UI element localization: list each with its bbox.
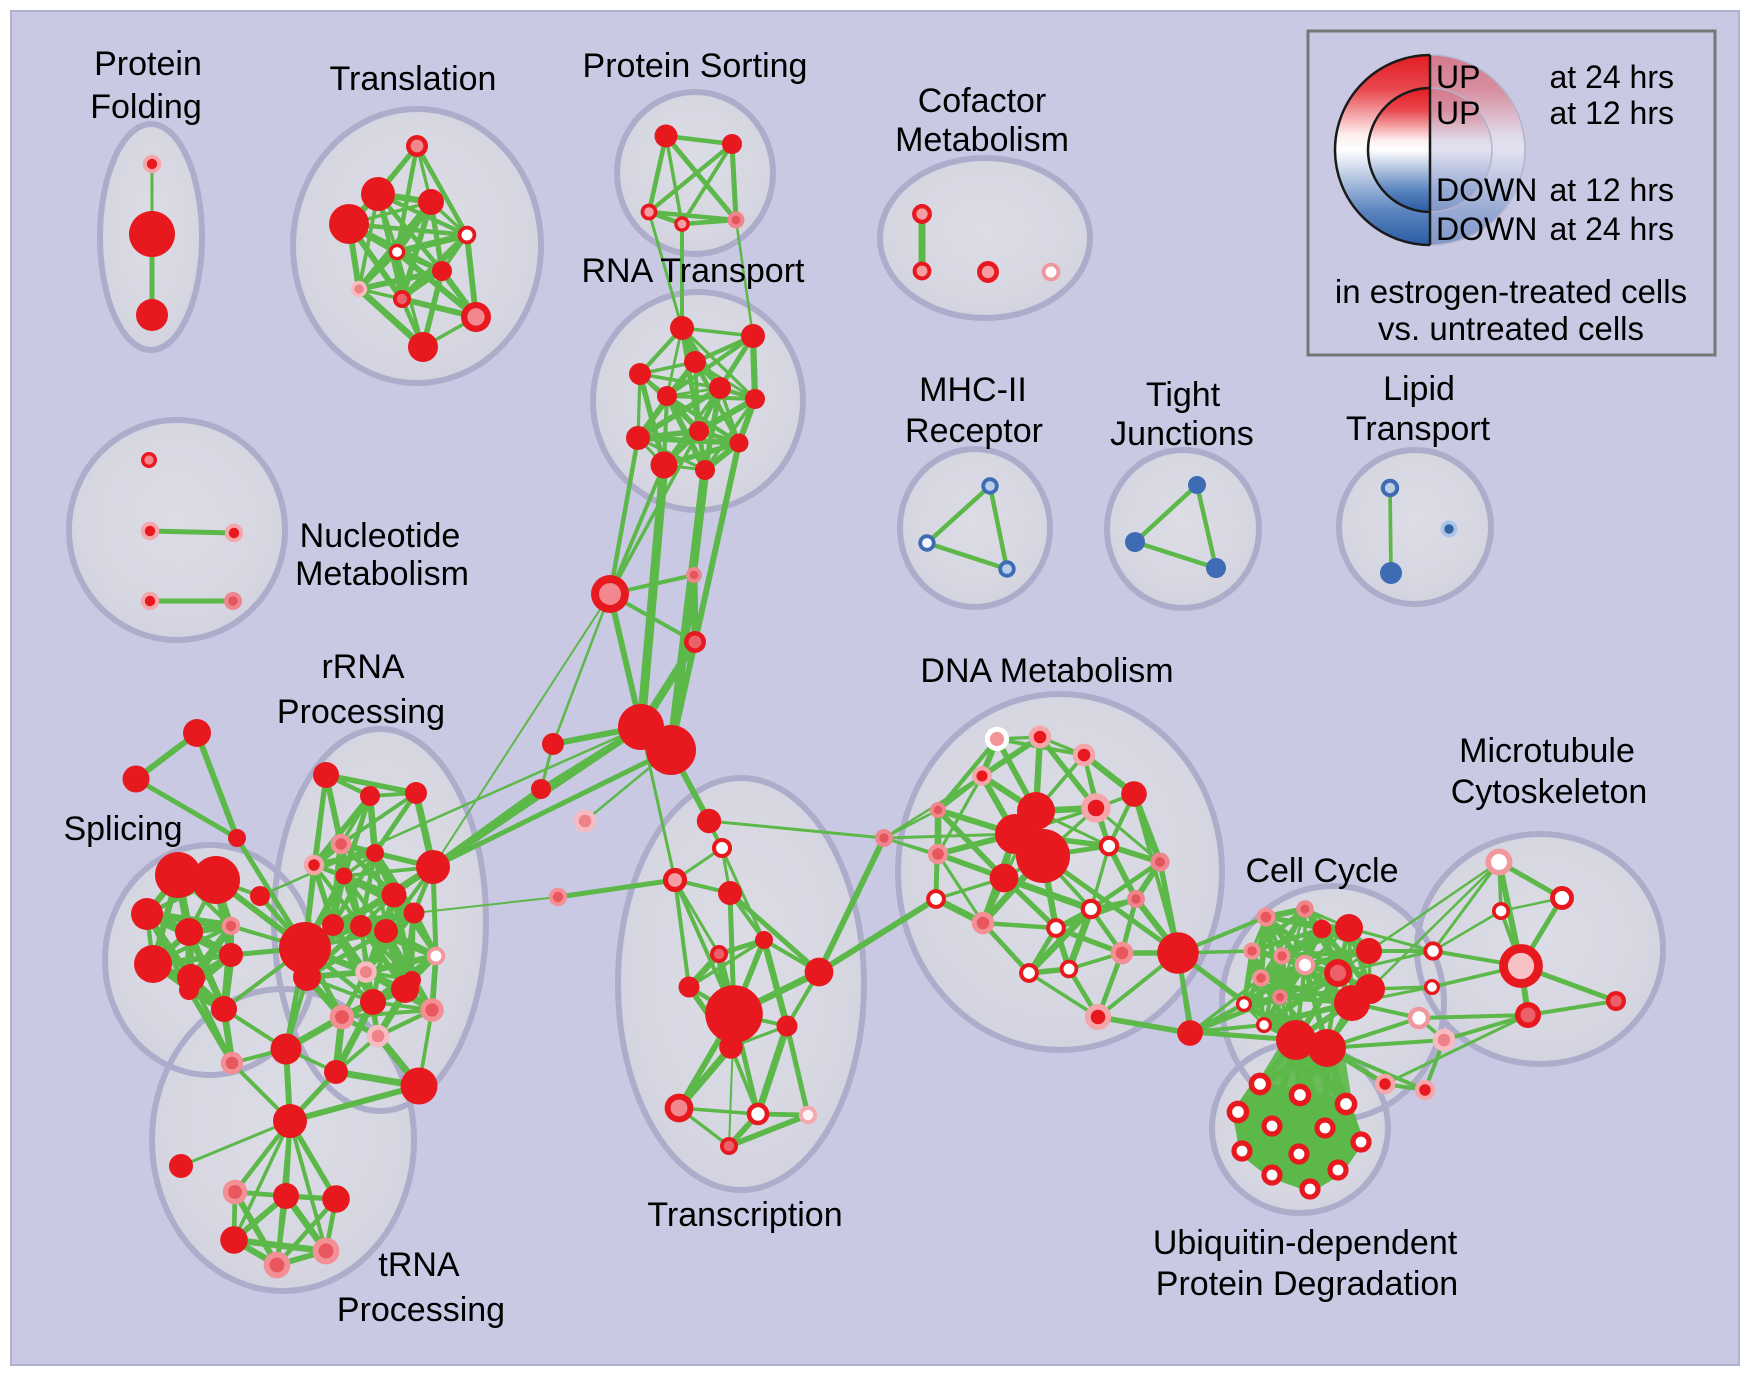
svg-text:Cell Cycle: Cell Cycle <box>1245 852 1398 890</box>
svg-text:UP: UP <box>1436 95 1480 131</box>
svg-text:Cofactor: Cofactor <box>918 82 1047 120</box>
svg-text:Folding: Folding <box>90 88 202 126</box>
svg-text:Junctions: Junctions <box>1110 415 1254 453</box>
svg-text:in estrogen-treated cells: in estrogen-treated cells <box>1335 273 1687 310</box>
svg-text:at 24 hrs: at 24 hrs <box>1549 211 1674 247</box>
svg-text:tRNA: tRNA <box>378 1246 460 1284</box>
svg-text:DOWN: DOWN <box>1436 172 1537 208</box>
svg-text:Processing: Processing <box>277 693 445 731</box>
svg-text:Metabolism: Metabolism <box>895 121 1069 159</box>
svg-text:at 12 hrs: at 12 hrs <box>1549 95 1674 131</box>
svg-text:Nucleotide: Nucleotide <box>300 517 461 555</box>
svg-text:Receptor: Receptor <box>905 412 1043 450</box>
svg-text:Cytoskeleton: Cytoskeleton <box>1451 773 1648 811</box>
svg-text:Lipid: Lipid <box>1383 370 1455 408</box>
svg-text:rRNA: rRNA <box>321 648 404 686</box>
svg-text:Processing: Processing <box>337 1291 505 1329</box>
svg-text:UP: UP <box>1436 59 1480 95</box>
svg-text:at 24 hrs: at 24 hrs <box>1549 59 1674 95</box>
svg-text:vs. untreated cells: vs. untreated cells <box>1378 310 1644 347</box>
svg-text:RNA Transport: RNA Transport <box>582 252 806 290</box>
svg-text:Splicing: Splicing <box>63 810 182 848</box>
svg-text:Microtubule: Microtubule <box>1459 732 1635 770</box>
svg-text:Protein: Protein <box>94 45 202 83</box>
svg-text:Protein Sorting: Protein Sorting <box>583 47 808 85</box>
svg-text:Ubiquitin-dependent: Ubiquitin-dependent <box>1153 1224 1458 1262</box>
svg-text:MHC-II: MHC-II <box>919 371 1027 409</box>
svg-text:DNA Metabolism: DNA Metabolism <box>920 652 1173 690</box>
svg-text:Metabolism: Metabolism <box>295 555 469 593</box>
svg-text:Protein Degradation: Protein Degradation <box>1156 1265 1458 1303</box>
svg-text:Transport: Transport <box>1346 410 1491 448</box>
svg-text:Tight: Tight <box>1146 376 1221 414</box>
svg-text:Transcription: Transcription <box>647 1196 842 1234</box>
svg-text:Translation: Translation <box>330 60 497 98</box>
svg-text:at 12 hrs: at 12 hrs <box>1549 172 1674 208</box>
svg-text:DOWN: DOWN <box>1436 211 1537 247</box>
